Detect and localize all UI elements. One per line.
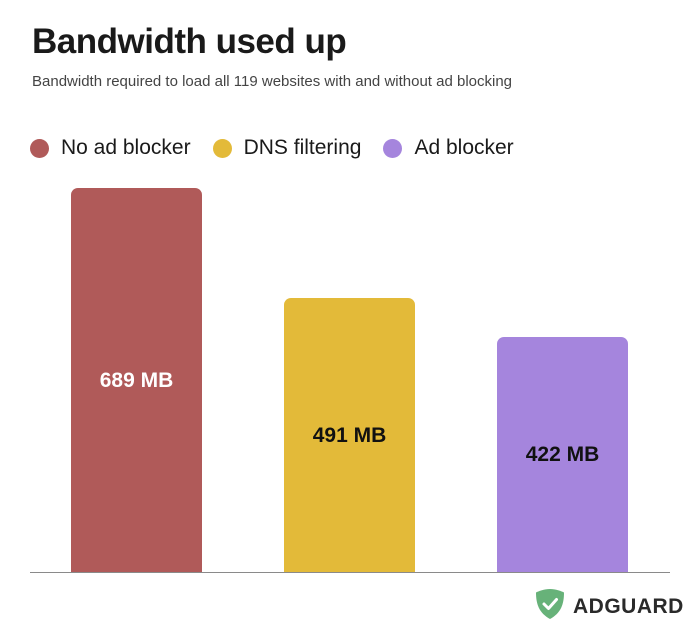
legend-dot-icon — [30, 138, 49, 158]
legend-dot-icon — [383, 138, 403, 158]
shield-check-icon — [535, 588, 565, 625]
adguard-logo: ADGUARD — [535, 588, 684, 625]
plot-area: 689 MB 491 MB 422 MB — [30, 180, 670, 573]
legend-item-dns-filtering: DNS filtering — [212, 136, 362, 160]
legend-label: No ad blocker — [61, 136, 191, 159]
bar-value-label: 422 MB — [525, 443, 600, 466]
bar-value-label: 689 MB — [99, 368, 174, 392]
legend-item-ad-blocker: Ad blocker — [383, 136, 514, 160]
chart-subtitle: Bandwidth required to load all 119 websi… — [32, 73, 513, 90]
legend: No ad blocker DNS filtering Ad blocker — [30, 136, 536, 160]
bar-value-label: 491 MB — [312, 423, 387, 447]
logo-text: ADGUARD — [573, 594, 684, 618]
legend-label: DNS filtering — [243, 136, 362, 159]
legend-dot-icon — [212, 138, 232, 158]
legend-item-no-ad-blocker: No ad blocker — [30, 136, 191, 160]
bar-dns-filtering: 491 MB — [284, 298, 415, 573]
x-axis-line — [30, 572, 670, 573]
legend-label: Ad blocker — [414, 136, 514, 159]
bar-no-ad-blocker: 689 MB — [71, 188, 202, 573]
chart-title: Bandwidth used up — [32, 22, 347, 61]
bar-ad-blocker: 422 MB — [497, 337, 628, 573]
